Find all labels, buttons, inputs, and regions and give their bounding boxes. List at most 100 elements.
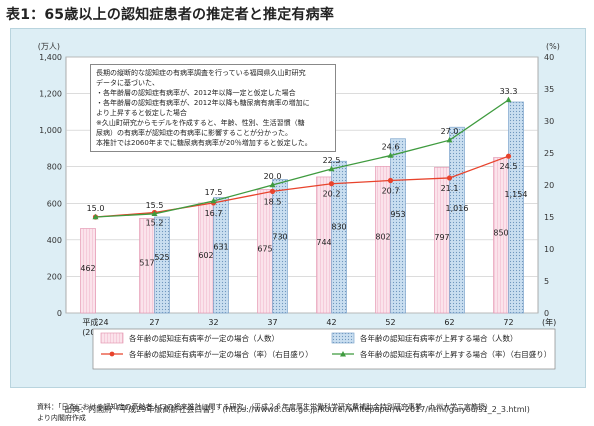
- annotation-line: 長期の縦断的な認知症の有病率調査を行っている福岡県久山町研究: [96, 69, 306, 77]
- annotation-line: 本推計では2060年までに糖尿病有病率が20％増加すると仮定した。: [96, 139, 312, 147]
- legend-label: 各年齢の認知症有病率が上昇する場合（人数）: [360, 333, 518, 343]
- y-left-tick-label: 600: [47, 199, 62, 208]
- line-point: [328, 181, 335, 187]
- bar-value-label: 675: [257, 244, 272, 253]
- annotation-line: 尿病）の有病率が認知症の有病率に影響することが分かった。: [96, 129, 292, 137]
- legend-label: 各年齢の認知症有病率が一定の場合（人数）: [129, 333, 279, 343]
- y-right-tick-label: 10: [544, 245, 554, 254]
- y-left-tick-label: 0: [57, 309, 62, 318]
- line-value-label: 15.0: [87, 204, 105, 213]
- x-tick-label: 32: [208, 318, 218, 327]
- bar-value-label: 525: [154, 253, 169, 262]
- legend-label: 各年齢の認知症有病率が一定の場合（率）（右目盛り）: [129, 349, 313, 359]
- bar-value-label: 730: [272, 233, 287, 242]
- x-tick-label: 平成24: [82, 317, 108, 327]
- y-left-tick-label: 1,400: [39, 53, 62, 62]
- y-left-tick-label: 1,000: [39, 126, 62, 135]
- x-tick-label: 27: [149, 318, 159, 327]
- series-line: [95, 99, 509, 218]
- line-value-label: 33.3: [500, 87, 518, 96]
- bar: [272, 179, 288, 314]
- page-title: 表1：65歳以上の認知症患者の推定者と推定有病率: [6, 7, 335, 23]
- line-point: [387, 152, 394, 158]
- bar: [508, 101, 524, 314]
- bar: [331, 160, 347, 314]
- legend-swatch: [331, 332, 355, 344]
- y-right-tick-label: 40: [544, 53, 554, 62]
- annotation-line: ※久山町研究からモデルを作成すると、年齢、性別、生活習慣（糖: [96, 119, 305, 127]
- line-value-label: 27.0: [441, 127, 459, 136]
- line-value-label: 15.5: [146, 201, 164, 210]
- bar: [449, 126, 465, 314]
- y-left-tick-label: 200: [47, 272, 62, 281]
- line-value-label: 18.5: [264, 197, 282, 206]
- annotation-box: 長期の縦断的な認知症の有病率調査を行っている福岡県久山町研究 データに基づいた、・…: [90, 64, 336, 152]
- bar-value-label: 850: [493, 228, 508, 237]
- line-value-label: 17.5: [205, 188, 223, 197]
- y-right-tick-label: 35: [544, 85, 554, 94]
- bar: [390, 138, 406, 314]
- line-value-label: 20.2: [323, 190, 341, 199]
- bar: [80, 228, 96, 314]
- bar-value-label: 517: [139, 259, 154, 268]
- source-line: 資料：「日本における認知症の高齢者人口の将来推計に関する研究」（平成２６年度厚生…: [37, 403, 492, 411]
- legend-marker: [109, 351, 115, 357]
- legend-swatch: [100, 332, 124, 344]
- series-line: [95, 155, 509, 218]
- y-right-tick-label: 20: [544, 181, 554, 190]
- bar-value-label: 631: [213, 243, 228, 252]
- line-value-label: 16.7: [205, 209, 223, 218]
- x-unit: (年): [542, 317, 556, 327]
- bar-value-label: 462: [80, 264, 95, 273]
- line-value-label: 24.5: [500, 162, 518, 171]
- line-point: [269, 188, 276, 194]
- x-tick-label: 72: [503, 318, 513, 327]
- annotation-line: データに基づいた、: [96, 79, 159, 87]
- bar-value-label: 830: [331, 223, 346, 232]
- y-right-tick-label: 0: [544, 309, 549, 318]
- y-left-unit: (万人): [38, 42, 60, 51]
- bar: [213, 197, 229, 314]
- y-right-tick-label: 30: [544, 117, 554, 126]
- y-right-tick-label: 5: [544, 277, 549, 286]
- x-tick-label: 62: [444, 318, 454, 327]
- bar-value-label: 797: [434, 233, 449, 242]
- bar-value-label: 602: [198, 251, 213, 260]
- y-right-tick-label: 15: [544, 213, 554, 222]
- bar-value-label: 1,154: [505, 190, 528, 199]
- legend-label: 各年齢の認知症有病率が上昇する場合（率）（右目盛り）: [360, 349, 551, 359]
- chart-panel: 0 200 400 600 800 1,000 1,200 1,400 0 5 10 15 20 25 30…: [10, 28, 586, 422]
- y-right-tick-label: 25: [544, 149, 554, 158]
- line-point: [505, 153, 512, 159]
- line-point: [446, 137, 453, 143]
- legend-box: [92, 328, 556, 370]
- line-value-label: 20.7: [382, 187, 400, 196]
- line-value-label: 24.6: [382, 143, 400, 152]
- y-left-tick-label: 400: [47, 236, 62, 245]
- line-value-label: 15.2: [146, 219, 164, 228]
- annotation-line: ・各年齢層の認知症有病率が、2012年以降一定と仮定した場合: [96, 89, 296, 97]
- bar-value-label: 1,016: [446, 204, 469, 213]
- legend-marker: [340, 351, 346, 357]
- y-left-tick-label: 1,200: [39, 90, 62, 99]
- x-tick-label: 42: [326, 318, 336, 327]
- line-point: [151, 210, 158, 216]
- bar: [154, 216, 170, 314]
- line-point: [387, 177, 394, 184]
- bar-value-label: 953: [390, 210, 405, 219]
- line-point: [505, 96, 512, 103]
- annotation-line: より上昇すると仮定した場合: [96, 109, 187, 117]
- annotation-line: ・各年齢層の認知症有病率が、2012年以降も糖尿病有病率の増加に: [96, 99, 310, 107]
- footer-citation: 出典：内閣府「平成29年版高齢社会白書」 (https://www8.cao.g…: [64, 405, 530, 414]
- y-right-unit: (%): [546, 42, 560, 51]
- line-value-label: 22.5: [323, 156, 341, 165]
- line-point: [92, 213, 99, 220]
- x-tick-label: 52: [385, 318, 395, 327]
- line-point: [210, 197, 217, 204]
- line-point: [269, 181, 276, 188]
- line-value-label: 21.1: [441, 184, 459, 193]
- source-line: より内閣府作成: [37, 414, 86, 422]
- line-point: [446, 175, 453, 181]
- y-left-tick-label: 800: [47, 163, 62, 172]
- source-note: 資料：「日本における認知症の高齢者人口の将来推計に関する研究」（平成２６年度厚生…: [37, 402, 492, 424]
